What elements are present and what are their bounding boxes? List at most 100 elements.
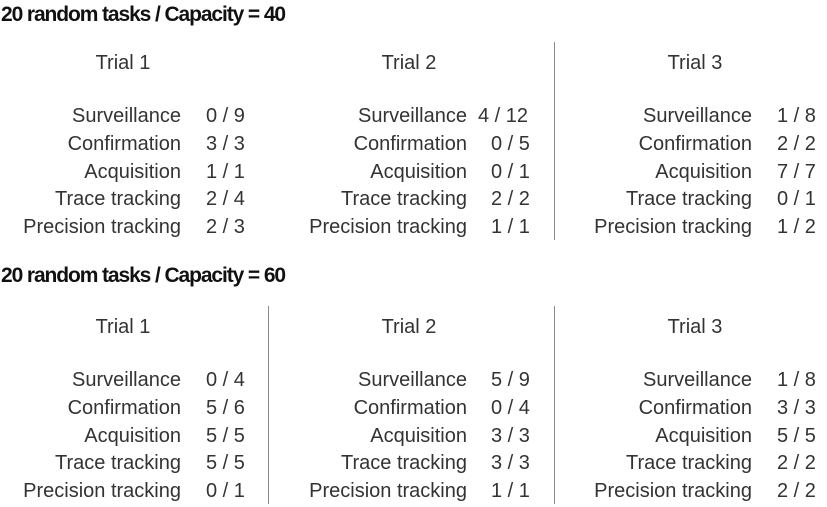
task-row: Surveillance (280, 102, 467, 130)
column-divider (268, 306, 269, 504)
score-cell: 2 / 2 (491, 185, 551, 213)
task-score: 1 / 1 (491, 216, 530, 238)
task-score: 1 / 2 (777, 216, 816, 238)
task-row: Surveillance (0, 366, 181, 394)
task-name: Trace tracking (341, 188, 467, 210)
task-name: Confirmation (638, 133, 752, 155)
task-score: 2 / 2 (777, 133, 816, 155)
task-score: 1 / 8 (777, 369, 816, 391)
task-score: 0 / 4 (491, 397, 530, 419)
task-row: Surveillance (565, 102, 752, 130)
task-name: Confirmation (353, 397, 467, 419)
task-row: Acquisition (280, 422, 467, 450)
task-name: Precision tracking (309, 216, 467, 238)
task-name: Precision tracking (23, 480, 181, 502)
task-name: Acquisition (370, 425, 467, 447)
task-name: Precision tracking (594, 480, 752, 502)
task-score: 4 / 12 (478, 105, 529, 127)
task-score: 2 / 4 (206, 188, 245, 210)
task-score: 5 / 5 (206, 425, 245, 447)
task-row: Trace tracking (565, 449, 752, 477)
trial-title: Trial 1 (95, 52, 151, 74)
task-row: Surveillance (0, 102, 181, 130)
task-name: Precision tracking (309, 480, 467, 502)
task-row: Precision tracking (565, 213, 752, 241)
task-row: Acquisition (565, 422, 752, 450)
score-cell: 1 / 1 (206, 158, 266, 186)
task-name: Confirmation (353, 133, 467, 155)
task-score: 0 / 4 (206, 369, 245, 391)
section-heading: 20 random tasks / Capacity = 40 (1, 3, 286, 26)
task-score: 3 / 3 (206, 133, 245, 155)
trial-title: Trial 2 (381, 316, 437, 338)
task-name: Trace tracking (55, 188, 181, 210)
task-row: Acquisition (565, 158, 752, 186)
task-score: 2 / 2 (777, 452, 816, 474)
score-cell: 5 / 5 (206, 449, 266, 477)
task-row: Trace tracking (280, 185, 467, 213)
task-name: Acquisition (655, 161, 752, 183)
task-name: Precision tracking (23, 216, 181, 238)
score-cell: 0 / 4 (491, 394, 551, 422)
task-score: 0 / 1 (491, 161, 530, 183)
score-cell: 3 / 3 (206, 130, 266, 158)
score-cell: 1 / 1 (491, 477, 551, 505)
task-row: Acquisition (0, 158, 181, 186)
task-row: Surveillance (565, 366, 752, 394)
task-name: Trace tracking (55, 452, 181, 474)
trial-title: Trial 2 (381, 52, 437, 74)
results-block-capacity-40: Trial 1 Trial 2 Trial 3 Surveillance Con… (0, 42, 827, 242)
task-name: Acquisition (655, 425, 752, 447)
task-name: Surveillance (72, 105, 181, 127)
task-score: 1 / 8 (777, 105, 816, 127)
task-name: Surveillance (358, 105, 467, 127)
task-row: Precision tracking (565, 477, 752, 505)
task-score: 5 / 6 (206, 397, 245, 419)
task-score: 3 / 3 (491, 425, 530, 447)
score-cell: 0 / 9 (206, 102, 266, 130)
score-cell: 5 / 9 (491, 366, 551, 394)
score-cell: 0 / 1 (491, 158, 551, 186)
task-row: Precision tracking (0, 213, 181, 241)
trial-title: Trial 3 (667, 316, 723, 338)
score-cell: 0 / 1 (777, 185, 827, 213)
task-name: Trace tracking (626, 188, 752, 210)
score-cell: 5 / 5 (777, 422, 827, 450)
results-block-capacity-60: Trial 1 Trial 2 Trial 3 Surveillance Con… (0, 306, 827, 506)
task-score: 5 / 5 (777, 425, 816, 447)
score-cell: 3 / 3 (491, 422, 551, 450)
score-cell: 2 / 4 (206, 185, 266, 213)
task-row: Confirmation (0, 130, 181, 158)
score-cell: 5 / 6 (206, 394, 266, 422)
score-cell: 0 / 5 (491, 130, 551, 158)
score-cell: 3 / 3 (491, 449, 551, 477)
task-score: 0 / 5 (491, 133, 530, 155)
task-row: Trace tracking (0, 449, 181, 477)
task-name: Trace tracking (626, 452, 752, 474)
task-name: Surveillance (643, 105, 752, 127)
task-score: 5 / 5 (206, 452, 245, 474)
task-row: Confirmation (280, 394, 467, 422)
score-cell: 3 / 3 (777, 394, 827, 422)
task-score: 0 / 1 (206, 480, 245, 502)
task-row: Confirmation (280, 130, 467, 158)
score-cell: 7 / 7 (777, 158, 827, 186)
task-score: 7 / 7 (777, 161, 816, 183)
task-score: 2 / 2 (491, 188, 530, 210)
task-name: Confirmation (638, 397, 752, 419)
task-name: Surveillance (72, 369, 181, 391)
trial-title: Trial 3 (667, 52, 723, 74)
score-cell: 1 / 2 (777, 213, 827, 241)
task-row: Acquisition (280, 158, 467, 186)
score-cell: 5 / 5 (206, 422, 266, 450)
score-cell: 2 / 2 (777, 449, 827, 477)
section-heading: 20 random tasks / Capacity = 60 (1, 264, 286, 287)
task-name: Acquisition (84, 161, 181, 183)
task-row: Trace tracking (0, 185, 181, 213)
task-name: Acquisition (84, 425, 181, 447)
column-divider (554, 42, 555, 240)
task-row: Confirmation (565, 130, 752, 158)
score-cell: 2 / 2 (777, 477, 827, 505)
trial-title: Trial 1 (95, 316, 151, 338)
task-name: Surveillance (358, 369, 467, 391)
